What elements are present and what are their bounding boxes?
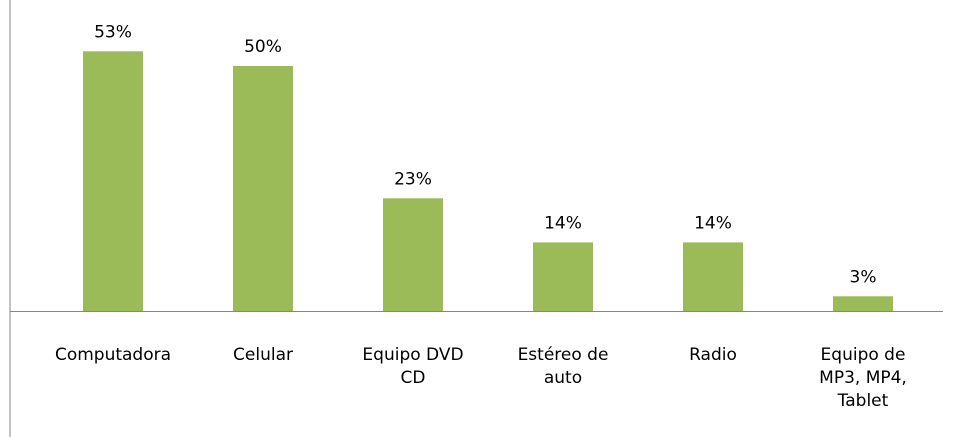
bar (533, 242, 593, 311)
value-label: 23% (394, 169, 432, 189)
x-tick-label: Estéreo de auto (518, 345, 609, 388)
bar (83, 51, 143, 312)
bar (383, 198, 443, 311)
value-label: 53% (94, 22, 132, 42)
value-label: 3% (850, 267, 877, 287)
value-label: 50% (244, 37, 282, 57)
value-label: 14% (544, 213, 582, 233)
x-tick-label: Computadora (55, 345, 171, 365)
x-tick-label: Radio (689, 345, 737, 365)
bar (833, 296, 893, 311)
x-tick-label: Equipo de MP3, MP4, Tablet (819, 345, 907, 411)
value-label: 14% (694, 213, 732, 233)
x-tick-label: Celular (233, 345, 293, 365)
bar (233, 66, 293, 311)
bar (683, 242, 743, 311)
x-tick-label: Equipo DVD CD (362, 345, 463, 388)
